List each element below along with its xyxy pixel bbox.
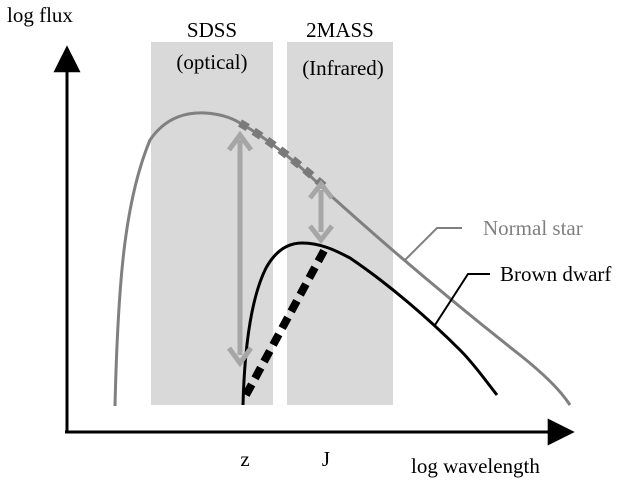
normal-star-label: Normal star bbox=[483, 216, 583, 240]
sdss-band-sub: (optical) bbox=[176, 50, 247, 74]
normal-star-dotted-segment bbox=[238, 119, 327, 190]
y-axis-label: log flux bbox=[7, 3, 73, 27]
x-axis-label: log wavelength bbox=[411, 454, 540, 478]
j-band-flux-difference-arrow bbox=[308, 179, 334, 245]
sdss-band bbox=[151, 42, 273, 405]
brown-dwarf-label: Brown dwarf bbox=[500, 262, 611, 286]
sdss-band-name: SDSS bbox=[187, 18, 237, 42]
2mass-band-sub: (Infrared) bbox=[302, 56, 384, 80]
brown-dwarf-leader bbox=[434, 273, 490, 326]
2mass-band-name: 2MASS bbox=[306, 18, 374, 42]
z-band-flux-difference-arrow bbox=[226, 130, 254, 368]
2mass-band bbox=[287, 42, 393, 405]
brown-dwarf-dotted-segment bbox=[242, 245, 330, 397]
normal-star-leader bbox=[404, 227, 462, 261]
x-tick-j: J bbox=[322, 447, 330, 471]
x-tick-z: z bbox=[240, 447, 249, 471]
brown-dwarf-curve bbox=[241, 241, 499, 406]
